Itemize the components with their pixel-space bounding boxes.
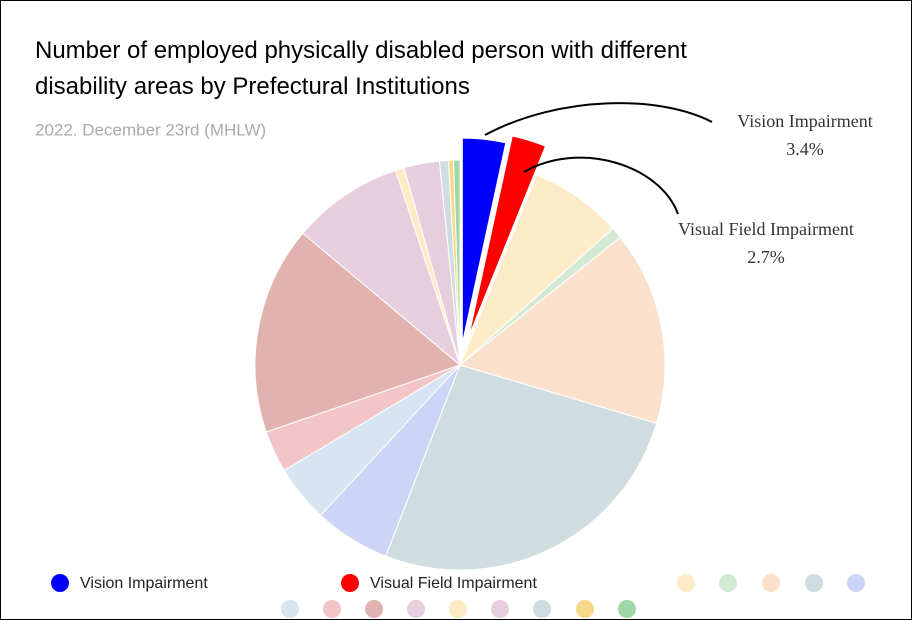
legend-swatch <box>805 574 823 592</box>
legend-swatch <box>618 600 636 618</box>
pie <box>254 135 666 571</box>
slice <box>254 232 461 433</box>
legend-swatch <box>533 600 551 618</box>
slice <box>302 169 462 367</box>
chart-title: Number of employed physically disabled p… <box>35 37 687 100</box>
leader-line <box>523 156 679 215</box>
legend-swatch <box>341 574 359 592</box>
subtitle: 2022. December 23rd (MHLW) <box>35 120 266 139</box>
legend-swatch <box>51 574 69 592</box>
slice <box>458 236 666 425</box>
slice <box>461 137 507 344</box>
legend-swatch <box>281 600 299 618</box>
legend-swatch <box>407 600 425 618</box>
slice <box>468 135 547 337</box>
legend-swatch <box>491 600 509 618</box>
callout-label: Vision Impairment <box>737 111 872 131</box>
title-line: disability areas by Prefectural Institut… <box>35 73 470 100</box>
leader-line <box>484 102 713 136</box>
legend-label: Vision Impairment <box>80 575 208 592</box>
slice <box>385 364 658 571</box>
legend-swatch <box>847 574 865 592</box>
slice <box>453 159 461 366</box>
callout-label: Visual Field Impairment <box>678 219 854 239</box>
legend-swatch <box>449 600 467 618</box>
legend-swatch <box>576 600 594 618</box>
legend-label: Visual Field Impairment <box>370 575 537 592</box>
legend-swatch <box>365 600 383 618</box>
legend-swatch <box>323 600 341 618</box>
title-line: Number of employed physically disabled p… <box>35 37 687 64</box>
legend-swatch <box>719 574 737 592</box>
legend-swatch <box>762 574 780 592</box>
callout-value: 3.4% <box>786 139 824 159</box>
legend-swatch <box>677 574 695 592</box>
callout-value: 2.7% <box>747 247 785 267</box>
